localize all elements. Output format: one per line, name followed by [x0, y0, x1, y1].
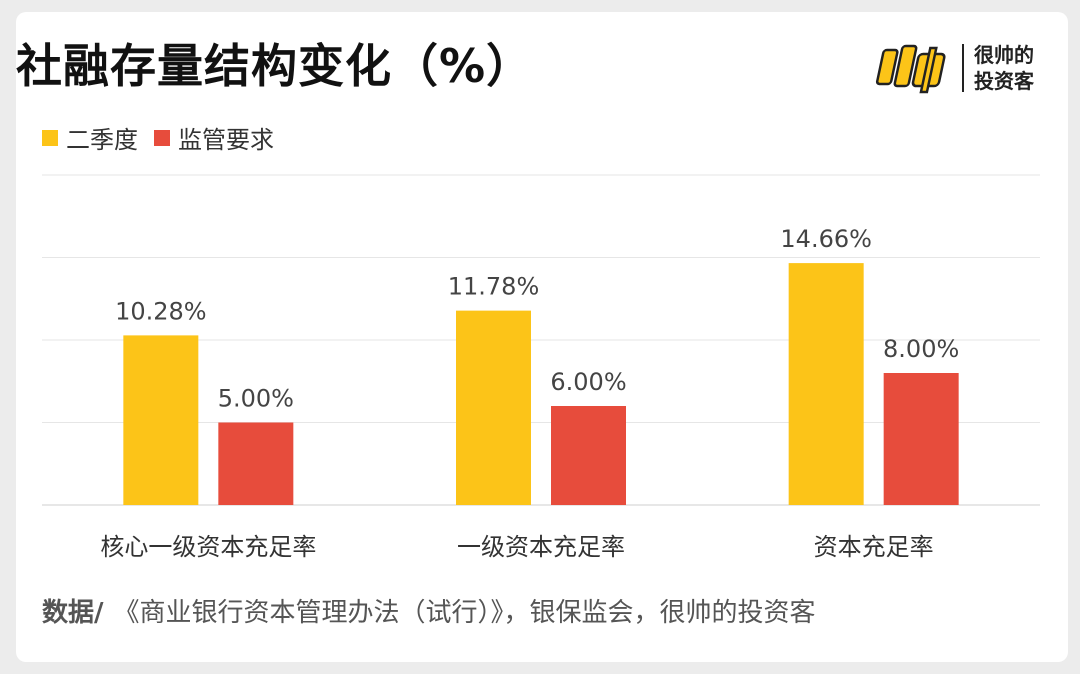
bar-requirement [551, 406, 626, 505]
data-label: 8.00% [883, 335, 959, 363]
data-label: 6.00% [550, 368, 626, 396]
bar-requirement [218, 422, 294, 505]
source-label: 数据/ [42, 598, 104, 628]
brand-line-2: 投资客 [974, 69, 1034, 93]
legend-label-requirement: 监管要求 [178, 126, 274, 154]
legend: 二季度 监管要求 [42, 120, 290, 155]
legend-swatch-requirement [154, 129, 170, 146]
data-label: 10.28% [115, 297, 207, 325]
bar-q2 [123, 335, 199, 505]
bar-requirement [883, 373, 959, 505]
page-title: 社融存量结构变化（%） [16, 39, 534, 93]
data-label: 11.78% [448, 273, 540, 301]
legend-item-requirement: 监管要求 [154, 120, 274, 155]
legend-label-q2: 二季度 [66, 126, 138, 154]
x-tick-label: 核心一级资本充足率 [100, 533, 316, 561]
x-tick-label: 资本充足率 [814, 533, 934, 561]
data-source: 数据/ 《商业银行资本管理办法（试行）》，银保监会，很帅的投资客 [42, 592, 816, 629]
legend-swatch-q2 [42, 129, 58, 146]
brand-line-1: 很帅的 [974, 43, 1034, 67]
brand-logo: 很帅的 投资客 [866, 40, 1048, 96]
source-text: 《商业银行资本管理办法（试行）》，银保监会，很帅的投资客 [113, 598, 816, 628]
legend-item-q2: 二季度 [42, 120, 138, 155]
brand-name: 很帅的 投资客 [974, 42, 1054, 94]
brand-logo-mark-icon [875, 44, 946, 94]
data-label: 5.00% [218, 385, 294, 413]
bar-q2 [456, 310, 531, 505]
x-tick-label: 一级资本充足率 [457, 533, 625, 561]
logo-divider [962, 44, 964, 92]
bar-q2 [788, 263, 864, 505]
data-label: 14.66% [780, 225, 872, 253]
